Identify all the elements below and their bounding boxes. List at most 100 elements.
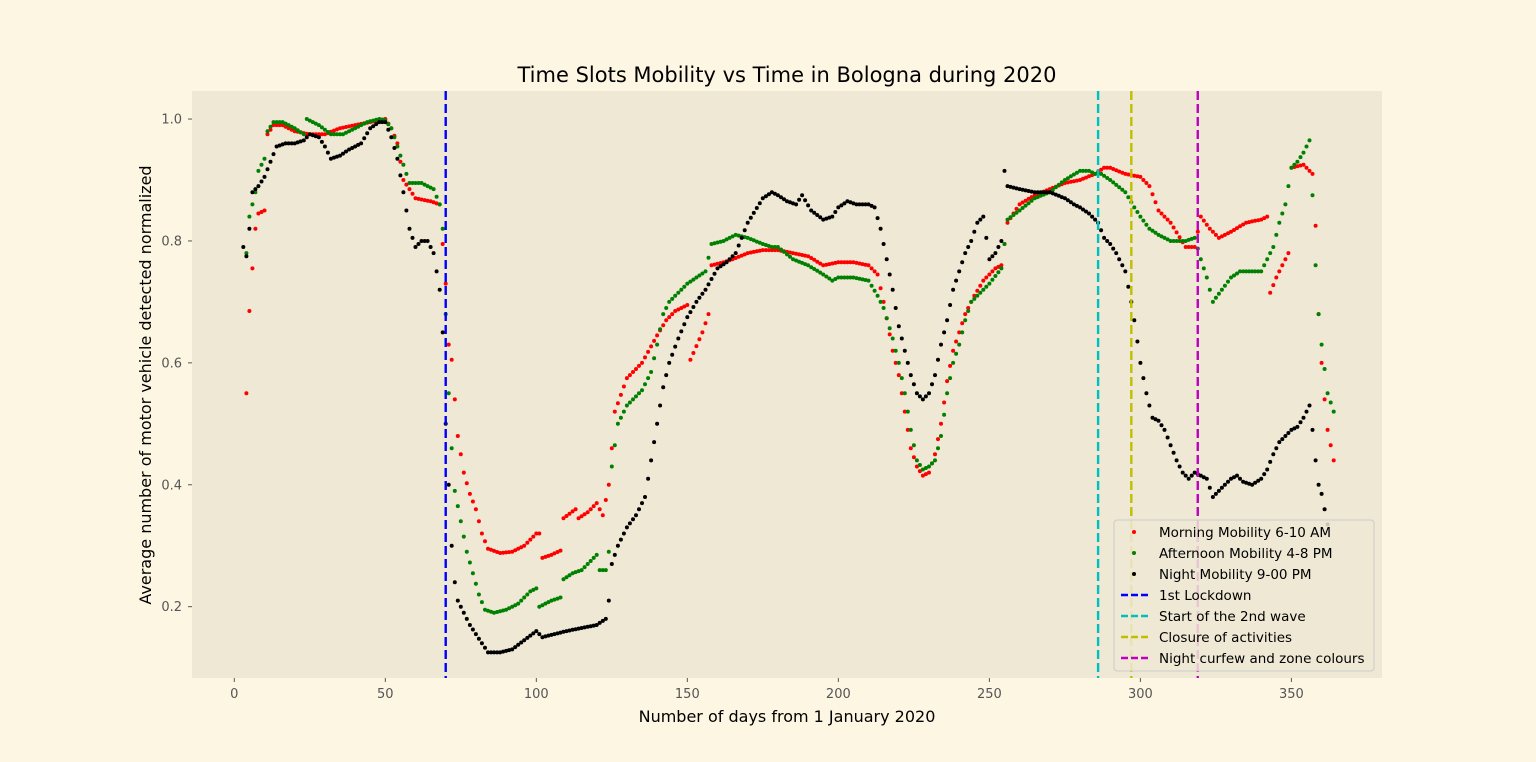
data-point — [1265, 214, 1270, 219]
data-point — [772, 248, 777, 253]
data-point — [413, 181, 418, 185]
data-point — [908, 446, 913, 451]
data-point — [845, 275, 850, 280]
data-point — [446, 342, 451, 347]
data-point — [1038, 193, 1043, 198]
data-point — [748, 250, 753, 255]
data-point — [1229, 275, 1233, 280]
data-point — [1023, 198, 1028, 203]
data-point — [691, 305, 696, 309]
data-point — [1065, 180, 1070, 185]
data-point — [1056, 182, 1061, 187]
data-point — [341, 151, 345, 156]
data-point — [809, 265, 814, 270]
data-point — [1047, 187, 1052, 192]
data-point — [691, 277, 696, 282]
data-point — [682, 284, 687, 289]
data-point — [836, 275, 841, 280]
data-point — [881, 306, 886, 310]
data-point — [1259, 217, 1264, 222]
data-point — [353, 126, 358, 131]
data-point — [1159, 423, 1164, 428]
data-point — [939, 434, 943, 438]
data-point — [627, 521, 632, 526]
data-point — [612, 552, 617, 557]
data-point — [942, 330, 947, 335]
data-point — [652, 338, 657, 343]
data-point — [1253, 218, 1258, 223]
data-point — [736, 254, 741, 259]
data-point — [407, 226, 412, 231]
data-point — [899, 376, 904, 381]
data-point — [815, 268, 820, 273]
data-point — [1099, 171, 1104, 176]
data-point — [736, 233, 741, 238]
data-point — [640, 360, 644, 365]
data-point — [431, 187, 436, 192]
data-point — [1186, 245, 1191, 249]
data-point — [1153, 200, 1158, 205]
y-axis-ticks: 0.2 0.4 0.6 0.8 1.0 — [161, 113, 192, 615]
data-point — [413, 196, 418, 201]
data-point — [694, 344, 699, 349]
data-point — [1274, 232, 1279, 237]
data-point — [609, 446, 614, 451]
data-point — [265, 167, 270, 172]
data-point — [643, 355, 647, 360]
data-point — [600, 513, 605, 518]
data-point — [301, 132, 306, 137]
data-point — [1138, 174, 1143, 179]
data-point — [1250, 219, 1255, 224]
data-point — [431, 251, 436, 256]
y-tick-label: 0.2 — [161, 600, 182, 615]
data-point — [627, 373, 632, 378]
data-point — [700, 291, 705, 296]
data-point — [597, 507, 602, 512]
data-point — [597, 620, 602, 625]
data-point — [510, 604, 515, 609]
data-point — [836, 205, 841, 210]
data-point — [419, 239, 424, 243]
legend-label-lockdown: 1st Lockdown — [1159, 588, 1251, 604]
data-point — [615, 421, 620, 426]
data-point — [1307, 138, 1312, 143]
data-point — [576, 516, 581, 521]
data-point — [646, 476, 651, 481]
data-point — [1171, 225, 1176, 230]
data-point — [733, 256, 738, 260]
data-point — [1026, 189, 1031, 193]
data-point — [1023, 188, 1028, 193]
data-point — [579, 626, 584, 630]
data-point — [754, 206, 759, 210]
data-point — [797, 259, 802, 264]
data-point — [1162, 235, 1167, 240]
data-point — [1087, 168, 1091, 173]
data-point — [316, 132, 321, 137]
data-point — [1289, 427, 1294, 432]
legend-label-curfew: Night curfew and zone colours — [1159, 651, 1365, 667]
x-tick-label: 100 — [524, 687, 549, 702]
y-axis-label: Average number of motor vehicle detected… — [136, 165, 155, 604]
data-point — [1071, 202, 1076, 207]
data-point — [609, 464, 614, 469]
data-point — [709, 263, 714, 268]
data-point — [603, 568, 608, 573]
data-point — [600, 618, 605, 623]
data-point — [522, 543, 527, 548]
data-point — [440, 242, 445, 246]
data-point — [1078, 168, 1082, 173]
data-point — [936, 437, 940, 442]
data-point — [760, 242, 765, 246]
data-point — [984, 284, 989, 289]
data-point — [332, 132, 336, 137]
data-point — [709, 242, 714, 246]
data-point — [830, 214, 835, 219]
data-point — [1192, 245, 1197, 249]
data-point — [398, 153, 403, 158]
data-point — [362, 121, 367, 126]
data-point — [1262, 263, 1267, 268]
data-point — [618, 392, 623, 397]
data-point — [703, 287, 708, 292]
data-point — [673, 293, 678, 298]
data-point — [594, 623, 599, 627]
